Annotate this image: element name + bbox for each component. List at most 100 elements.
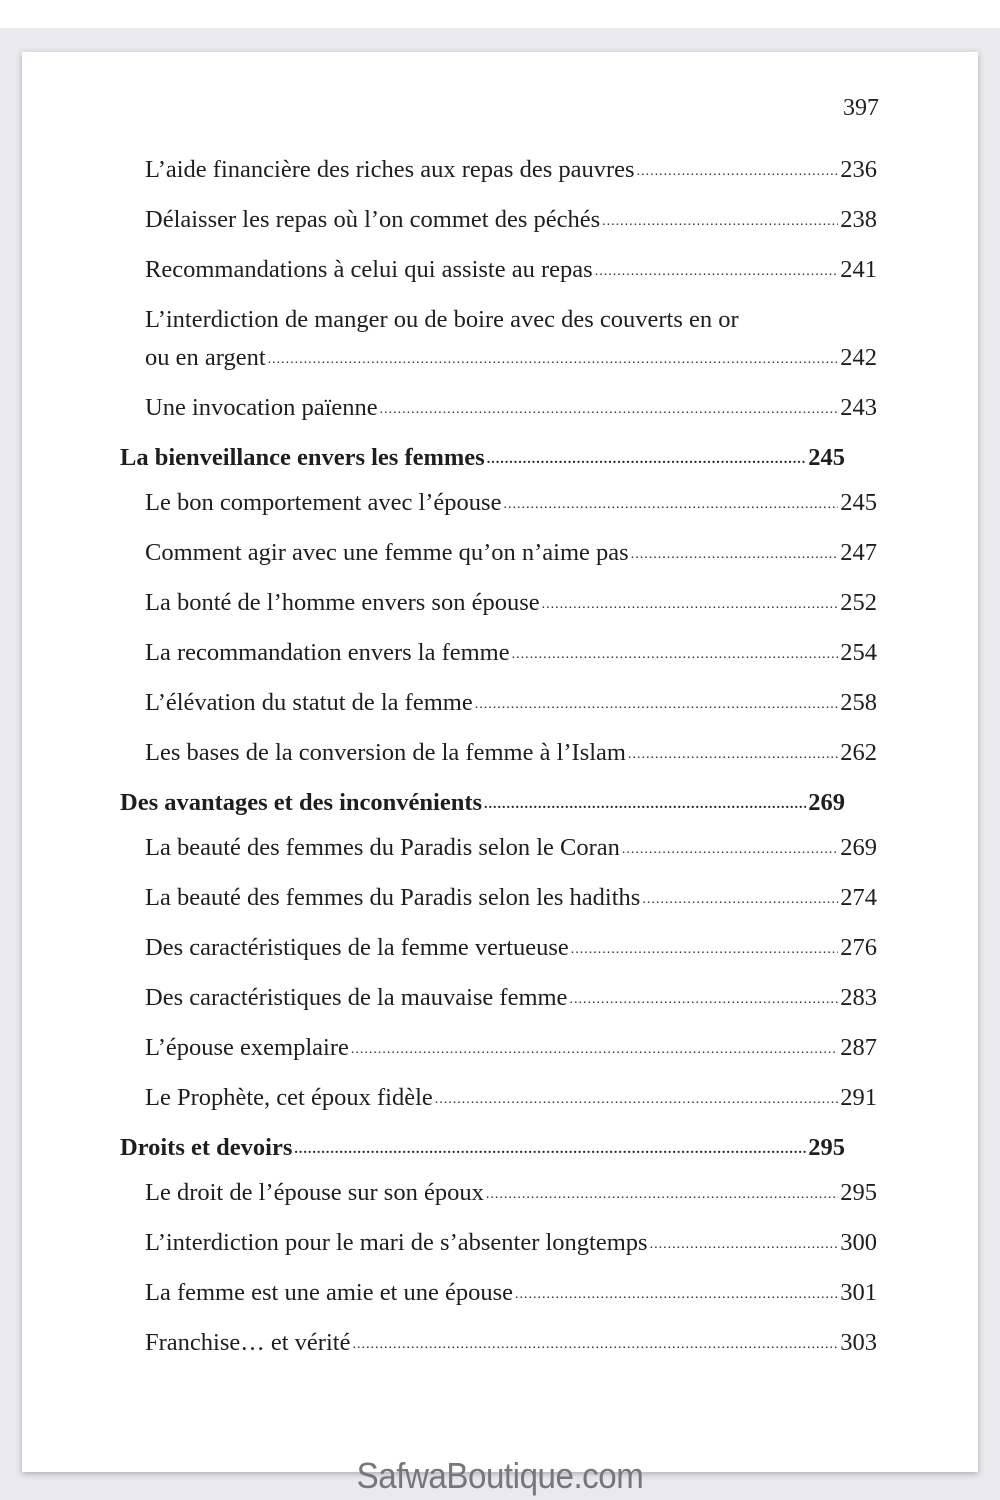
dot-leader	[595, 254, 839, 286]
entry-title: Recommandations à celui qui assiste au r…	[145, 256, 593, 283]
entry-page-number: 300	[840, 1229, 877, 1256]
entry-page-number: 291	[840, 1084, 877, 1111]
entry-page-number: 269	[840, 834, 877, 861]
entry-page-number: 303	[840, 1329, 877, 1356]
entry-title: ou en argent	[145, 344, 266, 371]
dot-leader	[622, 832, 838, 864]
dot-leader	[352, 1327, 838, 1359]
toc-entry[interactable]: Délaisser les repas où l’on commet des p…	[145, 204, 877, 236]
entry-title: La bienveillance envers les femmes	[120, 444, 485, 471]
toc-entry[interactable]: Comment agir avec une femme qu’on n’aime…	[145, 537, 877, 569]
entry-title: L’aide financière des riches aux repas d…	[145, 156, 635, 183]
entry-title: Franchise… et vérité	[145, 1329, 351, 1356]
entry-page-number: 245	[840, 489, 877, 516]
entry-title: Comment agir avec une femme qu’on n’aime…	[145, 539, 629, 566]
dot-leader	[484, 787, 806, 819]
dot-leader	[294, 1132, 806, 1164]
toc-entry[interactable]: Le bon comportement avec l’épouse 245	[145, 487, 877, 519]
entry-page-number: 247	[840, 539, 877, 566]
page-number: 397	[843, 95, 879, 121]
entry-title: Le Prophète, cet époux fidèle	[145, 1084, 433, 1111]
toc-entry[interactable]: La femme est une amie et une épouse 301	[145, 1277, 877, 1309]
toc-entry[interactable]: Recommandations à celui qui assiste au r…	[145, 254, 877, 286]
entry-page-number: 254	[840, 639, 877, 666]
dot-leader	[602, 204, 838, 236]
entry-title: La beauté des femmes du Paradis selon le…	[145, 834, 620, 861]
toc-section-heading[interactable]: Des avantages et des inconvénients 269	[120, 787, 845, 819]
entry-title: Des avantages et des inconvénients	[120, 789, 483, 816]
dot-leader	[487, 442, 807, 474]
entry-page-number: 295	[840, 1179, 877, 1206]
entry-page-number: 238	[840, 206, 877, 233]
toc-entry[interactable]: Le droit de l’épouse sur son époux 295	[145, 1177, 877, 1209]
dot-leader	[631, 537, 839, 569]
entry-page-number: 262	[840, 739, 877, 766]
entry-title: La femme est une amie et une épouse	[145, 1279, 514, 1306]
entry-page-number: 242	[840, 344, 877, 371]
dot-leader	[637, 154, 839, 186]
toc-entry[interactable]: Les bases de la conversion de la femme à…	[145, 737, 877, 769]
entry-page-number: 243	[840, 394, 877, 421]
toc-entry[interactable]: L’épouse exemplaire 287	[145, 1032, 877, 1064]
entry-page-number: 295	[808, 1134, 845, 1161]
toc-entry[interactable]: Le Prophète, cet époux fidèle 291	[145, 1082, 877, 1114]
watermark: SafwaBoutique.com	[356, 1455, 644, 1496]
entry-title: La recommandation envers la femme	[145, 639, 510, 666]
toc-section-heading[interactable]: La bienveillance envers les femmes 245	[120, 442, 845, 474]
dot-leader	[642, 882, 838, 914]
entry-title: Droits et devoirs	[120, 1134, 293, 1161]
entry-title: La beauté des femmes du Paradis selon le…	[145, 884, 641, 911]
toc-entry[interactable]: Une invocation païenne 243	[145, 392, 877, 424]
toc-entry[interactable]: Franchise… et vérité 303	[145, 1327, 877, 1359]
dot-leader	[486, 1177, 838, 1209]
toc-entry-line: L’interdiction de manger ou de boire ave…	[145, 306, 739, 333]
entry-title: Une invocation païenne	[145, 394, 378, 421]
toc-entry[interactable]: La beauté des femmes du Paradis selon le…	[145, 882, 877, 914]
entry-page-number: 301	[840, 1279, 877, 1306]
entry-page-number: 236	[840, 156, 877, 183]
entry-title: L’interdiction pour le mari de s’absente…	[145, 1229, 648, 1256]
dot-leader	[351, 1032, 838, 1064]
toc-entry[interactable]: ou en argent 242	[145, 342, 877, 374]
dot-leader	[571, 932, 838, 964]
toc-entry[interactable]: Des caractéristiques de la mauvaise femm…	[145, 982, 877, 1014]
dot-leader	[650, 1227, 839, 1259]
dot-leader	[542, 587, 839, 619]
entry-page-number: 245	[808, 444, 845, 471]
dot-leader	[380, 392, 839, 424]
toc-entry[interactable]: La beauté des femmes du Paradis selon le…	[145, 832, 877, 864]
entry-page-number: 287	[840, 1034, 877, 1061]
entry-page-number: 241	[840, 256, 877, 283]
dot-leader	[628, 737, 838, 769]
entry-title: Le bon comportement avec l’épouse	[145, 489, 502, 516]
toc-entry[interactable]: L’interdiction pour le mari de s’absente…	[145, 1227, 877, 1259]
entry-title: Le droit de l’épouse sur son époux	[145, 1179, 484, 1206]
dot-leader	[268, 342, 839, 374]
entry-page-number: 269	[808, 789, 845, 816]
entry-title: Des caractéristiques de la mauvaise femm…	[145, 984, 568, 1011]
entry-title: L’élévation du statut de la femme	[145, 689, 473, 716]
entry-title: Les bases de la conversion de la femme à…	[145, 739, 626, 766]
entry-title: Des caractéristiques de la femme vertueu…	[145, 934, 569, 961]
dot-leader	[515, 1277, 838, 1309]
toc-section-heading[interactable]: Droits et devoirs 295	[120, 1132, 845, 1164]
dot-leader	[503, 487, 838, 519]
dot-leader	[435, 1082, 838, 1114]
entry-title: L’épouse exemplaire	[145, 1034, 349, 1061]
toc-entry[interactable]: La bonté de l’homme envers son épouse 25…	[145, 587, 877, 619]
dot-leader	[512, 637, 839, 669]
toc-entry[interactable]: L’aide financière des riches aux repas d…	[145, 154, 877, 186]
toc-entry[interactable]: Des caractéristiques de la femme vertueu…	[145, 932, 877, 964]
entry-page-number: 258	[840, 689, 877, 716]
entry-page-number: 274	[840, 884, 877, 911]
entry-title: Délaisser les repas où l’on commet des p…	[145, 206, 601, 233]
toc-entry[interactable]: L’élévation du statut de la femme 258	[145, 687, 877, 719]
toc-entry[interactable]: La recommandation envers la femme 254	[145, 637, 877, 669]
entry-page-number: 252	[840, 589, 877, 616]
entry-title: La bonté de l’homme envers son épouse	[145, 589, 540, 616]
dot-leader	[569, 982, 838, 1014]
dot-leader	[475, 687, 839, 719]
book-page: 397 L’aide financière des riches aux rep…	[22, 52, 978, 1472]
entry-page-number: 283	[840, 984, 877, 1011]
entry-page-number: 276	[840, 934, 877, 961]
